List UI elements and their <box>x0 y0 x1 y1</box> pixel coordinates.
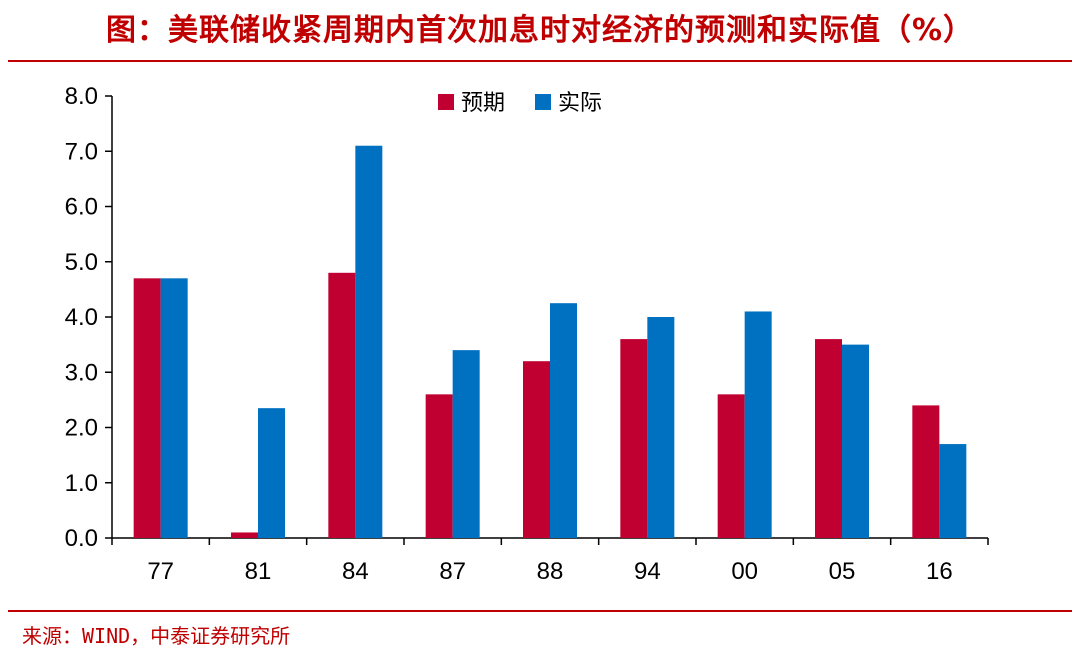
bar-chart: 0.0 1.0 2.0 3.0 4.0 5.0 6.0 7.0 8.0 77 81 84 87 88 94… <box>65 83 989 585</box>
bar-actual-81 <box>258 408 285 538</box>
y-tick-label: 5.0 <box>65 249 98 276</box>
bar-actual-00 <box>744 311 772 538</box>
bar-expected-81 <box>231 532 258 538</box>
bar-actual-05 <box>842 344 869 538</box>
y-axis: 0.0 1.0 2.0 3.0 4.0 5.0 6.0 7.0 8.0 <box>65 83 113 552</box>
bar-actual-84 <box>355 145 383 538</box>
legend: 预期 实际 <box>438 91 602 116</box>
x-tick-label: 00 <box>731 558 758 585</box>
y-tick-label: 4.0 <box>65 304 98 331</box>
source-note: 来源：WIND，中泰证券研究所 <box>22 624 291 648</box>
x-tick-label: 05 <box>829 558 856 585</box>
bar-actual-77 <box>160 278 188 538</box>
bar-expected-94 <box>620 339 648 538</box>
y-tick-label: 6.0 <box>65 194 98 221</box>
bar-expected-00 <box>717 394 745 538</box>
chart-title: 图：美联储收紧周期内首次加息时对经济的预测和实际值（%） <box>105 13 975 48</box>
y-tick-label: 7.0 <box>65 138 98 165</box>
x-tick-label: 94 <box>634 558 661 585</box>
legend-label-actual: 实际 <box>558 91 602 116</box>
bars <box>133 145 967 538</box>
bar-actual-94 <box>647 317 675 538</box>
bar-expected-77 <box>133 278 161 538</box>
x-tick-label: 88 <box>537 558 564 585</box>
bar-actual-88 <box>550 303 577 538</box>
bar-expected-87 <box>425 394 453 538</box>
bar-expected-88 <box>523 361 550 538</box>
y-tick-label: 0.0 <box>65 525 98 552</box>
x-tick-label: 87 <box>439 558 466 585</box>
footer-divider <box>8 610 1072 612</box>
bar-expected-16 <box>912 405 940 538</box>
y-tick-label: 1.0 <box>65 470 98 497</box>
x-axis: 77 81 84 87 88 94 00 05 16 <box>111 537 989 585</box>
y-tick-label: 8.0 <box>65 83 98 110</box>
x-tick-label: 81 <box>245 558 272 585</box>
legend-label-expected: 预期 <box>461 91 505 116</box>
x-tick-label: 84 <box>342 558 369 585</box>
x-tick-label: 16 <box>926 558 953 585</box>
y-tick-label: 2.0 <box>65 415 98 442</box>
y-tick-label: 3.0 <box>65 359 98 386</box>
legend-swatch-expected <box>438 94 454 110</box>
bar-actual-87 <box>452 350 480 538</box>
bar-expected-05 <box>815 339 842 538</box>
title-divider <box>8 60 1072 62</box>
x-tick-label: 77 <box>147 558 174 585</box>
legend-swatch-actual <box>535 94 551 110</box>
bar-actual-16 <box>939 444 967 538</box>
bar-expected-84 <box>328 272 356 538</box>
